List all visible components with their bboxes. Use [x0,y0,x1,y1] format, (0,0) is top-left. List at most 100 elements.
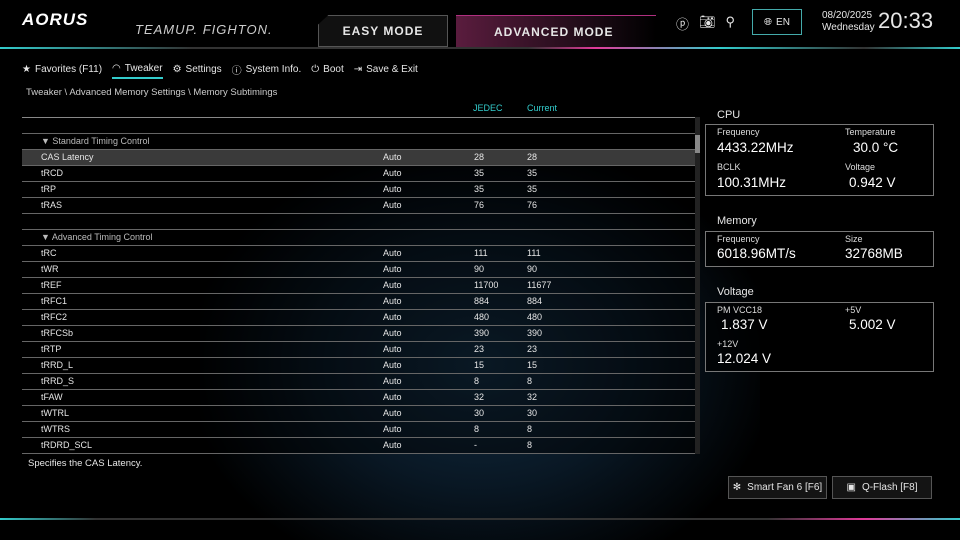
search-icon[interactable]: ⚲ [725,14,736,29]
timing-name: CAS Latency [41,152,94,162]
table-row[interactable]: tWTRS Auto 8 8 [22,422,696,438]
current-value: 8 [527,376,533,386]
timing-name: tRFC2 [41,312,68,322]
jedec-value: 35 [474,168,485,178]
memory-panel: Frequency 6018.96MT/s Size 32768MB [705,231,934,267]
timing-value[interactable]: Auto [383,184,402,194]
timing-value[interactable]: Auto [383,376,402,386]
table-row[interactable]: tRAS Auto 76 76 [22,198,696,214]
nav-system-info[interactable]: ⓘ System Info. [232,62,302,80]
smart-fan-button[interactable]: ✻ Smart Fan 6 [F6] [728,476,827,499]
timing-value[interactable]: Auto [383,152,402,162]
jedec-value: 480 [474,312,490,322]
qflash-label: Q-Flash [F8] [861,482,918,493]
timing-value[interactable]: Auto [383,392,402,402]
timing-value[interactable]: Auto [383,440,402,450]
cpu-frequency: 4433.22MHz [717,140,794,155]
jedec-value: 90 [474,264,485,274]
star-folder-icon: ★ [22,64,31,75]
section-header[interactable]: ▼ Standard Timing Control [22,134,696,150]
table-row[interactable]: tRP Auto 35 35 [22,182,696,198]
timing-value[interactable]: Auto [383,280,402,290]
jedec-value: 8 [474,424,480,434]
cpu-frequency-label: Frequency [717,127,760,137]
table-row[interactable]: CAS Latency Auto 28 28 [22,150,696,166]
current-value: 8 [527,424,533,434]
slogan: TEAMUP. FIGHTON. [135,22,273,37]
timing-value[interactable]: Auto [383,344,402,354]
table-row[interactable]: tRRD_L Auto 15 15 [22,358,696,374]
current-value: 30 [527,408,538,418]
current-value: 90 [527,264,538,274]
nav-label: Boot [323,64,344,75]
jedec-value: 884 [474,296,490,306]
nav-label: Save & Exit [366,64,418,75]
scrollbar[interactable] [695,117,700,454]
help-text: Specifies the CAS Latency. [28,458,143,469]
timing-value[interactable]: Auto [383,200,402,210]
table-row[interactable]: tRFC1 Auto 884 884 [22,294,696,310]
language-label: EN [776,16,790,28]
help-icon[interactable]: ⓟ [676,17,690,32]
spacer-row [22,214,696,230]
table-row[interactable]: tRFC2 Auto 480 480 [22,310,696,326]
timing-value[interactable]: Auto [383,408,402,418]
current-value: 480 [527,312,543,322]
timing-name: tRC [41,248,57,258]
timing-name: tWTRL [41,408,69,418]
timing-value[interactable]: Auto [383,264,402,274]
table-row[interactable]: tWTRL Auto 30 30 [22,406,696,422]
nav-boot[interactable]: ⏻ Boot [311,64,344,78]
timing-value[interactable]: Auto [383,312,402,322]
section-header[interactable]: ▼ Advanced Timing Control [22,230,696,246]
nav-favorites[interactable]: ★ Favorites (F11) [22,64,102,78]
timing-name: tRCD [41,168,63,178]
table-row[interactable]: tRDRD_SCL Auto - 8 [22,438,696,454]
main-nav: ★ Favorites (F11) ◠ Tweaker ⚙ Settings ⓘ Sys… [22,62,418,80]
camera-icon[interactable]: 📷︎ [699,14,716,29]
cpu-temperature: 30.0 °C [853,140,899,155]
cpu-voltage: 0.942 V [849,175,896,190]
nav-save-exit[interactable]: ⇥ Save & Exit [354,64,418,78]
nav-label: System Info. [245,64,302,75]
table-row[interactable]: tFAW Auto 32 32 [22,390,696,406]
v12-value: 12.024 V [717,351,772,366]
timing-name: tRRD_L [41,360,74,370]
nav-label: Tweaker [124,63,163,74]
scrollbar-thumb[interactable] [695,135,700,153]
current-value: 32 [527,392,538,402]
timing-value[interactable]: Auto [383,248,402,258]
table-row[interactable]: tRRD_S Auto 8 8 [22,374,696,390]
qflash-button[interactable]: ▣ Q-Flash [F8] [832,476,932,499]
info-icon: ⓘ [231,66,242,77]
table-row[interactable]: tRC Auto 111 111 [22,246,696,262]
timing-value[interactable]: Auto [383,360,402,370]
v5-label: +5V [845,305,862,315]
table-row[interactable]: tRFCSb Auto 390 390 [22,326,696,342]
current-value: 35 [527,168,538,178]
timing-value[interactable]: Auto [383,328,402,338]
timing-value[interactable]: Auto [383,296,402,306]
language-button[interactable]: 🌐︎ EN [752,9,802,35]
memory-title: Memory [717,215,757,227]
timing-value[interactable]: Auto [383,168,402,178]
nav-tweaker[interactable]: ◠ Tweaker [112,63,163,79]
current-value: 884 [527,296,543,306]
table-row[interactable]: tWR Auto 90 90 [22,262,696,278]
footer-divider [0,518,960,520]
easy-mode-button[interactable]: EASY MODE [318,15,448,47]
chip-icon: ▣ [846,482,856,493]
jedec-value: 30 [474,408,485,418]
timing-value[interactable]: Auto [383,424,402,434]
table-row[interactable]: tRTP Auto 23 23 [22,342,696,358]
cpu-temperature-label: Temperature [845,127,896,137]
jedec-value: 32 [474,392,485,402]
table-row[interactable]: tREF Auto 11700 11677 [22,278,696,294]
advanced-mode-tab[interactable]: ADVANCED MODE [456,15,656,47]
table-row[interactable]: tRCD Auto 35 35 [22,166,696,182]
jedec-value: 8 [474,376,480,386]
weekday: Wednesday [822,22,875,33]
timings-table: ▼ Standard Timing Control CAS Latency Auto… [22,117,696,454]
cpu-panel: Frequency 4433.22MHz Temperature 30.0 °C… [705,124,934,196]
nav-settings[interactable]: ⚙ Settings [173,64,222,78]
